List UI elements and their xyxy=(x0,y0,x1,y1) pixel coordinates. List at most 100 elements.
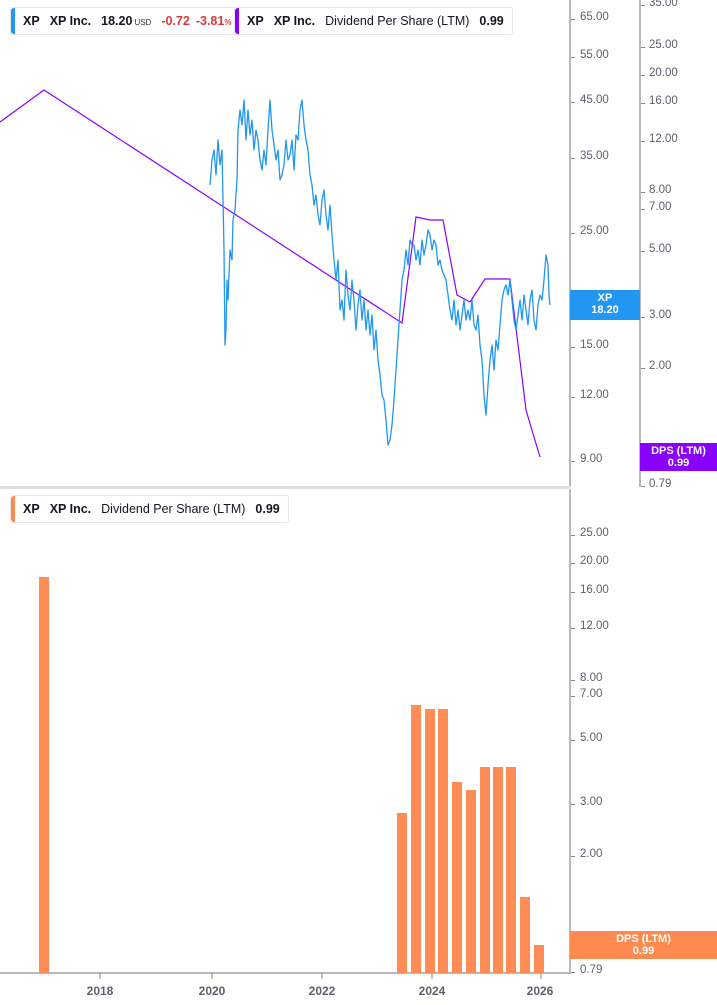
price-axis-label: 12.00 xyxy=(580,389,609,401)
time-axis-label: 2018 xyxy=(86,984,114,998)
dividend-legend[interactable]: XP XP Inc. Dividend Per Share (LTM) 0.99 xyxy=(10,495,289,523)
dps-axis-tick xyxy=(641,5,645,6)
dps-bar[interactable] xyxy=(506,767,516,973)
dividend-axis-label: 16.00 xyxy=(580,584,609,596)
dividend-axis-label: 5.00 xyxy=(580,732,603,744)
dps-axis-label: 35.00 xyxy=(649,0,678,9)
dividend-axis-tick xyxy=(571,696,575,697)
price-axis-tick xyxy=(571,233,575,234)
time-axis-label: 2022 xyxy=(308,984,336,998)
price-axis-tick xyxy=(571,461,575,462)
dividend-axis-label: 7.00 xyxy=(580,688,603,700)
legend-company-name: XP Inc. xyxy=(273,14,316,28)
legend-value: 0.99 xyxy=(255,502,280,516)
price-tag-value: 18.20 xyxy=(591,304,619,316)
dps-axis-label: 20.00 xyxy=(649,67,678,79)
price-axis-label: 55.00 xyxy=(580,49,609,61)
dividend-axis-label: 25.00 xyxy=(580,527,609,539)
dividend-axis-tick xyxy=(571,535,575,536)
legend-price: 18.20 xyxy=(101,14,133,28)
dps-bar[interactable] xyxy=(534,945,544,973)
dps-axis-tick xyxy=(641,75,645,76)
dps-bar[interactable] xyxy=(452,782,462,973)
dps-axis-tick xyxy=(641,251,645,252)
dividend-axis-tick xyxy=(571,563,575,564)
legend-value: 0.99 xyxy=(479,14,504,28)
legend-company-name: XP Inc. xyxy=(49,14,92,28)
dividend-last-value-tag: DPS (LTM) 0.99 xyxy=(570,931,717,959)
dps-axis-label: 25.00 xyxy=(649,39,678,51)
dividend-axis-tick xyxy=(571,680,575,681)
dividend-axis-tick xyxy=(571,972,575,973)
legend-ticker: XP xyxy=(247,14,264,28)
pane-divider[interactable] xyxy=(0,486,570,489)
dividend-axis-tick xyxy=(571,804,575,805)
price-chart-canvas[interactable] xyxy=(0,0,717,487)
dps-legend-color xyxy=(235,8,239,34)
price-axis-label: 15.00 xyxy=(580,339,609,351)
legend-company-name: XP Inc. xyxy=(49,502,92,516)
price-last-value-tag: XP 18.20 xyxy=(570,290,640,320)
price-pane[interactable]: 65.00 55.00 45.00 35.00 25.00 15.00 12.0… xyxy=(0,0,717,490)
time-axis-label: 2024 xyxy=(418,984,446,998)
price-axis-label: 25.00 xyxy=(580,225,609,237)
dividend-pane[interactable]: 25.00 20.00 16.00 12.00 8.00 7.00 5.00 3… xyxy=(0,489,717,1005)
dps-tag-value: 0.99 xyxy=(667,457,690,469)
dps-tag-label: DPS (LTM) xyxy=(651,445,706,457)
dps-axis-tick xyxy=(641,209,645,210)
dps-axis-tick xyxy=(641,368,645,369)
dividend-tag-value: 0.99 xyxy=(632,945,655,957)
dps-bars[interactable] xyxy=(39,577,544,973)
dividend-axis-tick xyxy=(571,856,575,857)
dps-axis-tick xyxy=(641,192,645,193)
dps-axis-label: 2.00 xyxy=(649,360,672,372)
dividend-axis-label: 3.00 xyxy=(580,796,603,808)
legend-change: -0.72 xyxy=(161,14,190,28)
price-axis-label: 45.00 xyxy=(580,94,609,106)
legend-currency: USD xyxy=(134,18,152,27)
time-axis-label: 2026 xyxy=(526,984,554,998)
dividend-axis-tick xyxy=(571,592,575,593)
dividend-axis-label: 2.00 xyxy=(580,848,603,860)
price-line[interactable] xyxy=(209,99,551,446)
legend-ticker: XP xyxy=(23,14,40,28)
dps-axis-tick xyxy=(641,317,645,318)
price-axis-tick xyxy=(571,102,575,103)
dps-legend[interactable]: XP XP Inc. Dividend Per Share (LTM) 0.99 xyxy=(234,7,513,35)
dps-last-value-tag: DPS (LTM) 0.99 xyxy=(640,443,717,471)
dps-line[interactable] xyxy=(0,89,541,458)
dividend-legend-color xyxy=(11,496,15,522)
dps-axis-label: 16.00 xyxy=(649,95,678,107)
dividend-tag-label: DPS (LTM) xyxy=(616,933,671,945)
dps-axis-label: 12.00 xyxy=(649,133,678,145)
dividend-axis-tick xyxy=(571,628,575,629)
dps-bar[interactable] xyxy=(520,897,530,973)
dps-bar[interactable] xyxy=(411,705,421,973)
price-axis-tick xyxy=(571,57,575,58)
dps-axis-tick xyxy=(641,486,645,487)
dividend-chart-canvas[interactable] xyxy=(0,489,717,1005)
price-axis-label: 65.00 xyxy=(580,11,609,23)
price-axis-tick xyxy=(571,158,575,159)
price-legend[interactable]: XP XP Inc. 18.20 USD -0.72 -3.81% xyxy=(10,7,241,35)
dps-bar[interactable] xyxy=(466,790,476,973)
dps-bar[interactable] xyxy=(480,767,490,973)
price-axis-label: 9.00 xyxy=(580,453,603,465)
price-tag-label: XP xyxy=(597,292,613,304)
time-axis-label: 2020 xyxy=(198,984,226,998)
dividend-axis-label: 12.00 xyxy=(580,620,609,632)
dps-axis-label: 3.00 xyxy=(649,309,672,321)
dps-axis-label: 8.00 xyxy=(649,184,672,196)
dividend-axis-label: 8.00 xyxy=(580,672,603,684)
legend-metric: Dividend Per Share (LTM) xyxy=(101,502,246,516)
dps-bar[interactable] xyxy=(397,813,407,973)
dps-bar[interactable] xyxy=(438,709,448,973)
dps-axis-label: 0.79 xyxy=(649,478,672,490)
dps-bar[interactable] xyxy=(425,709,435,973)
dps-bar[interactable] xyxy=(39,577,49,973)
dps-bar[interactable] xyxy=(493,767,503,973)
price-axis-tick xyxy=(571,347,575,348)
legend-metric: Dividend Per Share (LTM) xyxy=(325,14,470,28)
legend-change-pct: -3.81% xyxy=(195,14,232,28)
price-legend-color xyxy=(11,8,15,34)
